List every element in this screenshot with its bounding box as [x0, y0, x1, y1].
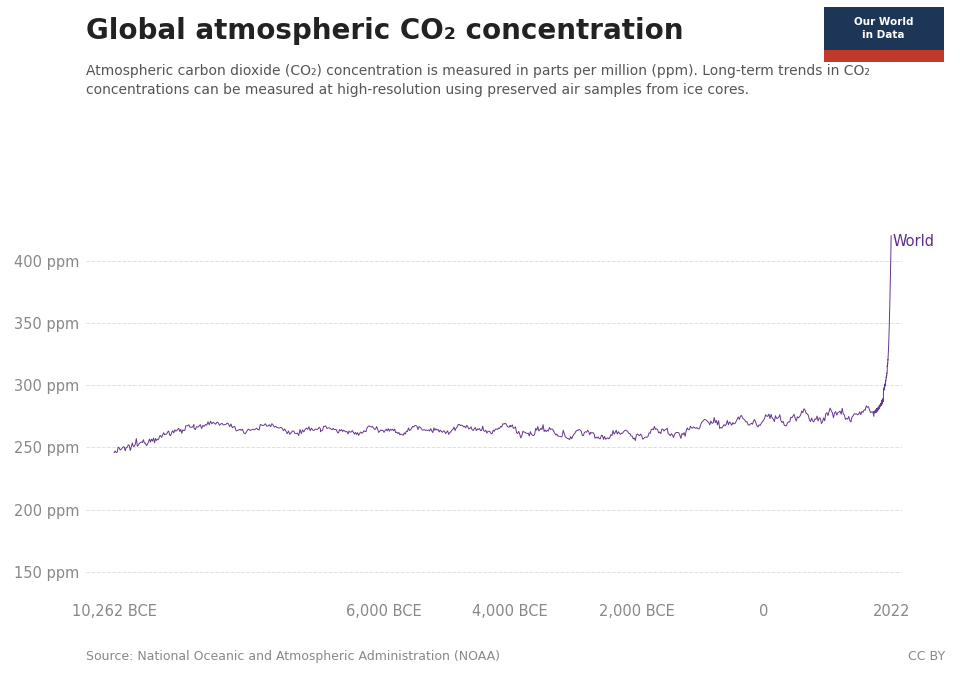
Text: World: World	[892, 235, 934, 250]
Text: in Data: in Data	[862, 30, 905, 39]
Text: CC BY: CC BY	[908, 650, 946, 663]
Text: concentrations can be measured at high-resolution using preserved air samples fr: concentrations can be measured at high-r…	[86, 83, 750, 97]
Text: Atmospheric carbon dioxide (CO₂) concentration is measured in parts per million : Atmospheric carbon dioxide (CO₂) concent…	[86, 64, 871, 79]
Text: Global atmospheric CO₂ concentration: Global atmospheric CO₂ concentration	[86, 17, 684, 45]
Text: Source: National Oceanic and Atmospheric Administration (NOAA): Source: National Oceanic and Atmospheric…	[86, 650, 500, 663]
Text: Our World: Our World	[854, 18, 913, 27]
